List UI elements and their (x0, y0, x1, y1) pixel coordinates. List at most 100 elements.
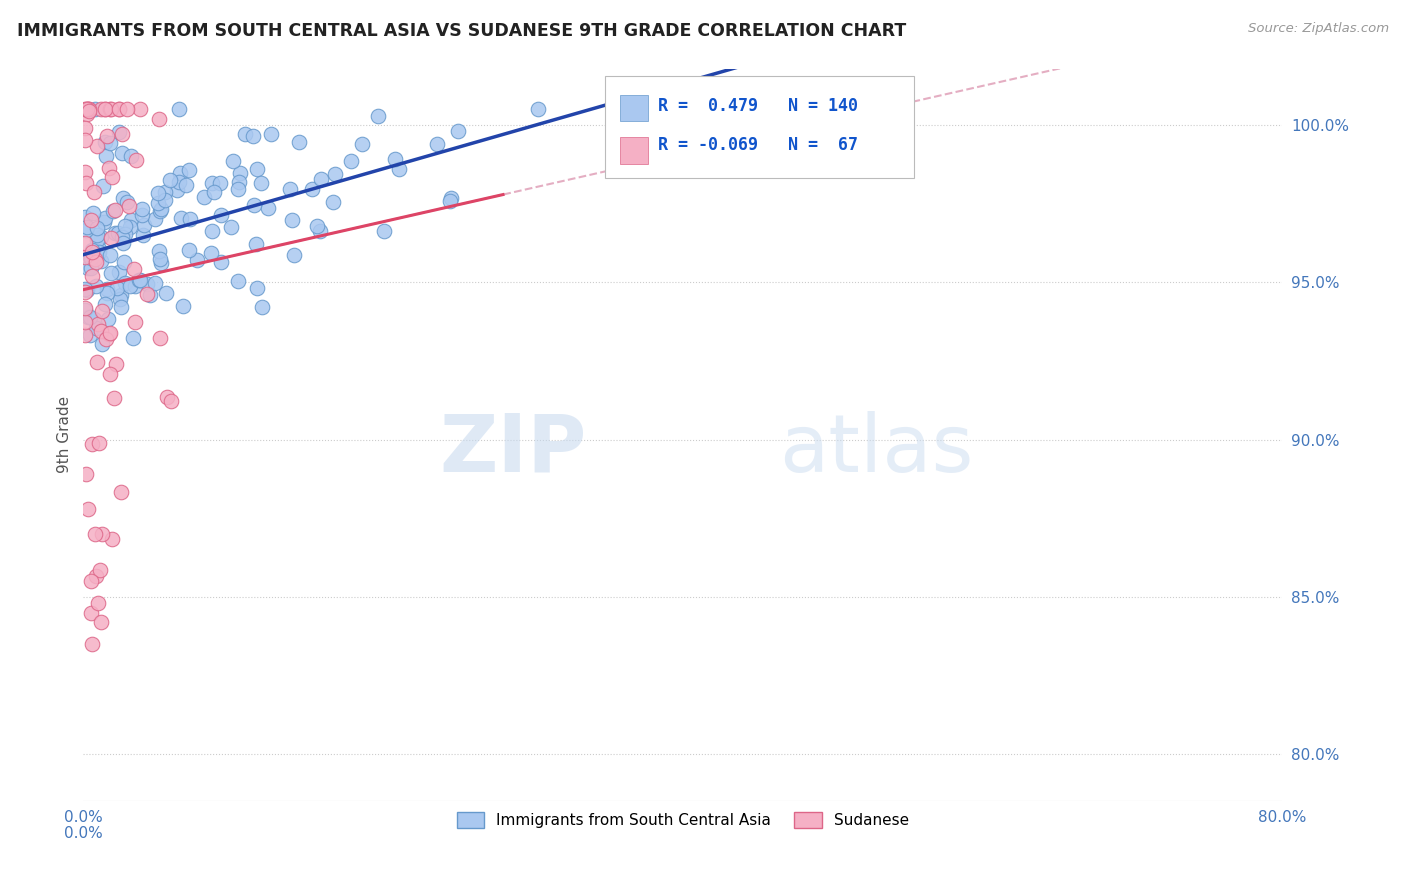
Point (84, 103, 107, 117)
Point (84, 569, 107, 583)
Point (73, 235, 96, 250)
Point (209, 176, 232, 190)
Point (278, 182, 301, 196)
Point (226, 275, 249, 289)
Point (111, 191, 134, 205)
Point (233, 127, 256, 141)
Point (73, 103, 96, 117)
Point (114, 227, 136, 242)
Text: R =  0.479   N = 140: R = 0.479 N = 140 (658, 97, 858, 115)
Point (104, 227, 127, 241)
Point (84, 321, 107, 335)
Point (86, 228, 108, 243)
Point (86, 255, 108, 269)
Point (90, 337, 112, 351)
Point (83, 312, 105, 326)
Point (82, 206, 104, 220)
Point (108, 103, 131, 117)
Point (80, 212, 103, 227)
Point (426, 136, 449, 151)
Point (108, 293, 131, 307)
Point (96, 128, 118, 143)
Point (301, 182, 323, 196)
Point (156, 390, 179, 404)
Point (281, 213, 304, 227)
Point (101, 170, 124, 185)
Point (73, 302, 96, 317)
Point (77, 103, 100, 117)
Point (73, 120, 96, 135)
Point (179, 163, 201, 178)
Point (76, 103, 98, 117)
Point (104, 202, 127, 217)
Point (322, 194, 344, 209)
Point (115, 194, 138, 209)
Point (105, 281, 128, 295)
Point (128, 272, 150, 286)
Point (94, 297, 117, 311)
Point (90, 527, 112, 541)
Point (129, 273, 152, 287)
Point (80, 606, 103, 620)
Point (100, 103, 122, 117)
Point (136, 277, 159, 292)
Point (307, 219, 329, 233)
Point (177, 244, 200, 258)
Point (97, 326, 120, 341)
Point (143, 212, 166, 227)
Point (79, 250, 101, 264)
Point (373, 224, 395, 238)
Point (166, 183, 188, 197)
Point (98, 161, 121, 175)
Point (96, 285, 118, 300)
Point (77, 103, 100, 117)
Point (146, 196, 169, 211)
Legend: Immigrants from South Central Asia, Sudanese: Immigrants from South Central Asia, Suda… (450, 805, 915, 834)
Point (108, 103, 131, 117)
Text: IMMIGRANTS FROM SOUTH CENTRAL ASIA VS SUDANESE 9TH GRADE CORRELATION CHART: IMMIGRANTS FROM SOUTH CENTRAL ASIA VS SU… (17, 22, 905, 40)
Point (257, 201, 280, 215)
Point (131, 208, 153, 222)
Point (245, 281, 267, 295)
Point (149, 202, 172, 217)
Point (101, 532, 124, 546)
Point (527, 103, 550, 117)
Point (76, 501, 98, 516)
Point (96, 149, 118, 163)
Point (90, 229, 112, 244)
Point (388, 161, 411, 176)
Point (150, 256, 173, 270)
Point (87, 242, 110, 256)
Point (172, 299, 194, 313)
Point (287, 135, 309, 149)
Point (79, 310, 101, 324)
Point (114, 276, 136, 290)
Point (242, 129, 264, 144)
Point (219, 219, 242, 234)
Point (84, 278, 107, 293)
Point (76, 107, 98, 121)
Point (309, 171, 332, 186)
Point (77, 103, 100, 117)
Point (84, 527, 107, 541)
Point (340, 153, 363, 168)
Point (245, 237, 267, 252)
Point (98, 103, 121, 117)
Point (440, 191, 463, 205)
Point (323, 167, 346, 181)
Point (159, 173, 181, 187)
Point (122, 262, 145, 277)
Point (96, 282, 118, 296)
Point (93, 215, 115, 229)
Point (228, 175, 250, 189)
Point (73, 285, 96, 300)
Point (143, 276, 166, 290)
Point (118, 219, 141, 234)
Point (73, 165, 96, 179)
Point (100, 367, 122, 381)
Point (186, 253, 208, 268)
Point (90, 103, 112, 117)
Point (308, 224, 330, 238)
Text: 0.0%: 0.0% (63, 826, 103, 841)
Point (75, 103, 97, 117)
